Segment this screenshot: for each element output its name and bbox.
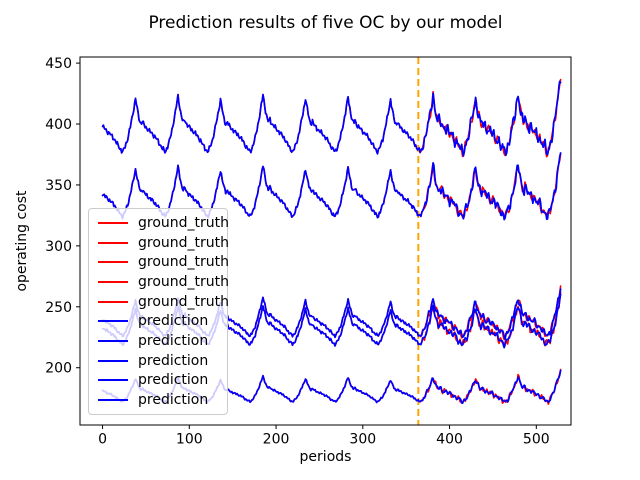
legend-entry-label: ground_truth — [138, 293, 230, 310]
legend-entry-prediction-5: prediction — [98, 312, 223, 331]
series-line-ground_truth-oc1 — [101, 78, 562, 158]
legend-entry-prediction-6: prediction — [98, 331, 223, 350]
legend-entry-ground_truth-0: ground_truth — [98, 213, 229, 232]
y-tick-label: 350 — [45, 178, 72, 194]
legend-entry-prediction-8: prediction — [98, 371, 223, 390]
legend-entry-label: prediction — [138, 332, 209, 349]
legend-line-sample — [98, 399, 128, 402]
legend-line-sample — [98, 320, 128, 323]
legend-line-sample — [98, 379, 128, 382]
legend-entry-ground_truth-4: ground_truth — [98, 292, 229, 311]
legend-line-sample — [98, 280, 128, 283]
series-line-prediction-oc2 — [101, 152, 562, 221]
x-tick-label: 0 — [98, 432, 107, 448]
y-tick-label: 200 — [45, 361, 72, 377]
legend-entry-label: prediction — [138, 372, 209, 389]
chart-title: Prediction results of five OC by our mod… — [148, 13, 503, 33]
legend-line-sample — [98, 261, 128, 264]
legend-entry-label: ground_truth — [138, 254, 230, 271]
legend-line-sample — [98, 221, 128, 224]
x-tick-label: 300 — [349, 432, 376, 448]
legend-entry-label: prediction — [138, 313, 209, 330]
plot-frame — [79, 56, 572, 426]
legend-entry-prediction-9: prediction — [98, 391, 223, 410]
legend-entry-prediction-7: prediction — [98, 351, 223, 370]
y-tick-label: 250 — [45, 300, 72, 316]
legend-entry-ground_truth-1: ground_truth — [98, 233, 229, 252]
legend-line-sample — [98, 241, 128, 244]
x-tick-label: 500 — [523, 432, 550, 448]
y-tick-label: 450 — [45, 56, 72, 72]
x-tick-label: 100 — [176, 432, 203, 448]
x-axis-label: periods — [299, 449, 352, 465]
legend-entry-label: ground_truth — [138, 273, 230, 290]
x-tick-label: 400 — [436, 432, 463, 448]
legend-entry-label: ground_truth — [138, 214, 230, 231]
y-tick-label: 300 — [45, 239, 72, 255]
legend-entry-label: prediction — [138, 352, 209, 369]
legend-entry-label: ground_truth — [138, 234, 230, 251]
y-tick-label: 400 — [45, 117, 72, 133]
legend-entry-label: prediction — [138, 392, 209, 409]
x-tick-label: 200 — [263, 432, 290, 448]
legend: ground_truth ground_truth ground_truth grou… — [88, 208, 229, 415]
legend-line-sample — [98, 359, 128, 362]
legend-entry-ground_truth-2: ground_truth — [98, 253, 229, 272]
series-line-prediction-oc1 — [101, 80, 562, 157]
legend-line-sample — [98, 339, 128, 342]
legend-line-sample — [98, 300, 128, 303]
legend-entry-ground_truth-3: ground_truth — [98, 272, 229, 291]
y-axis-label: operating cost — [14, 190, 30, 292]
